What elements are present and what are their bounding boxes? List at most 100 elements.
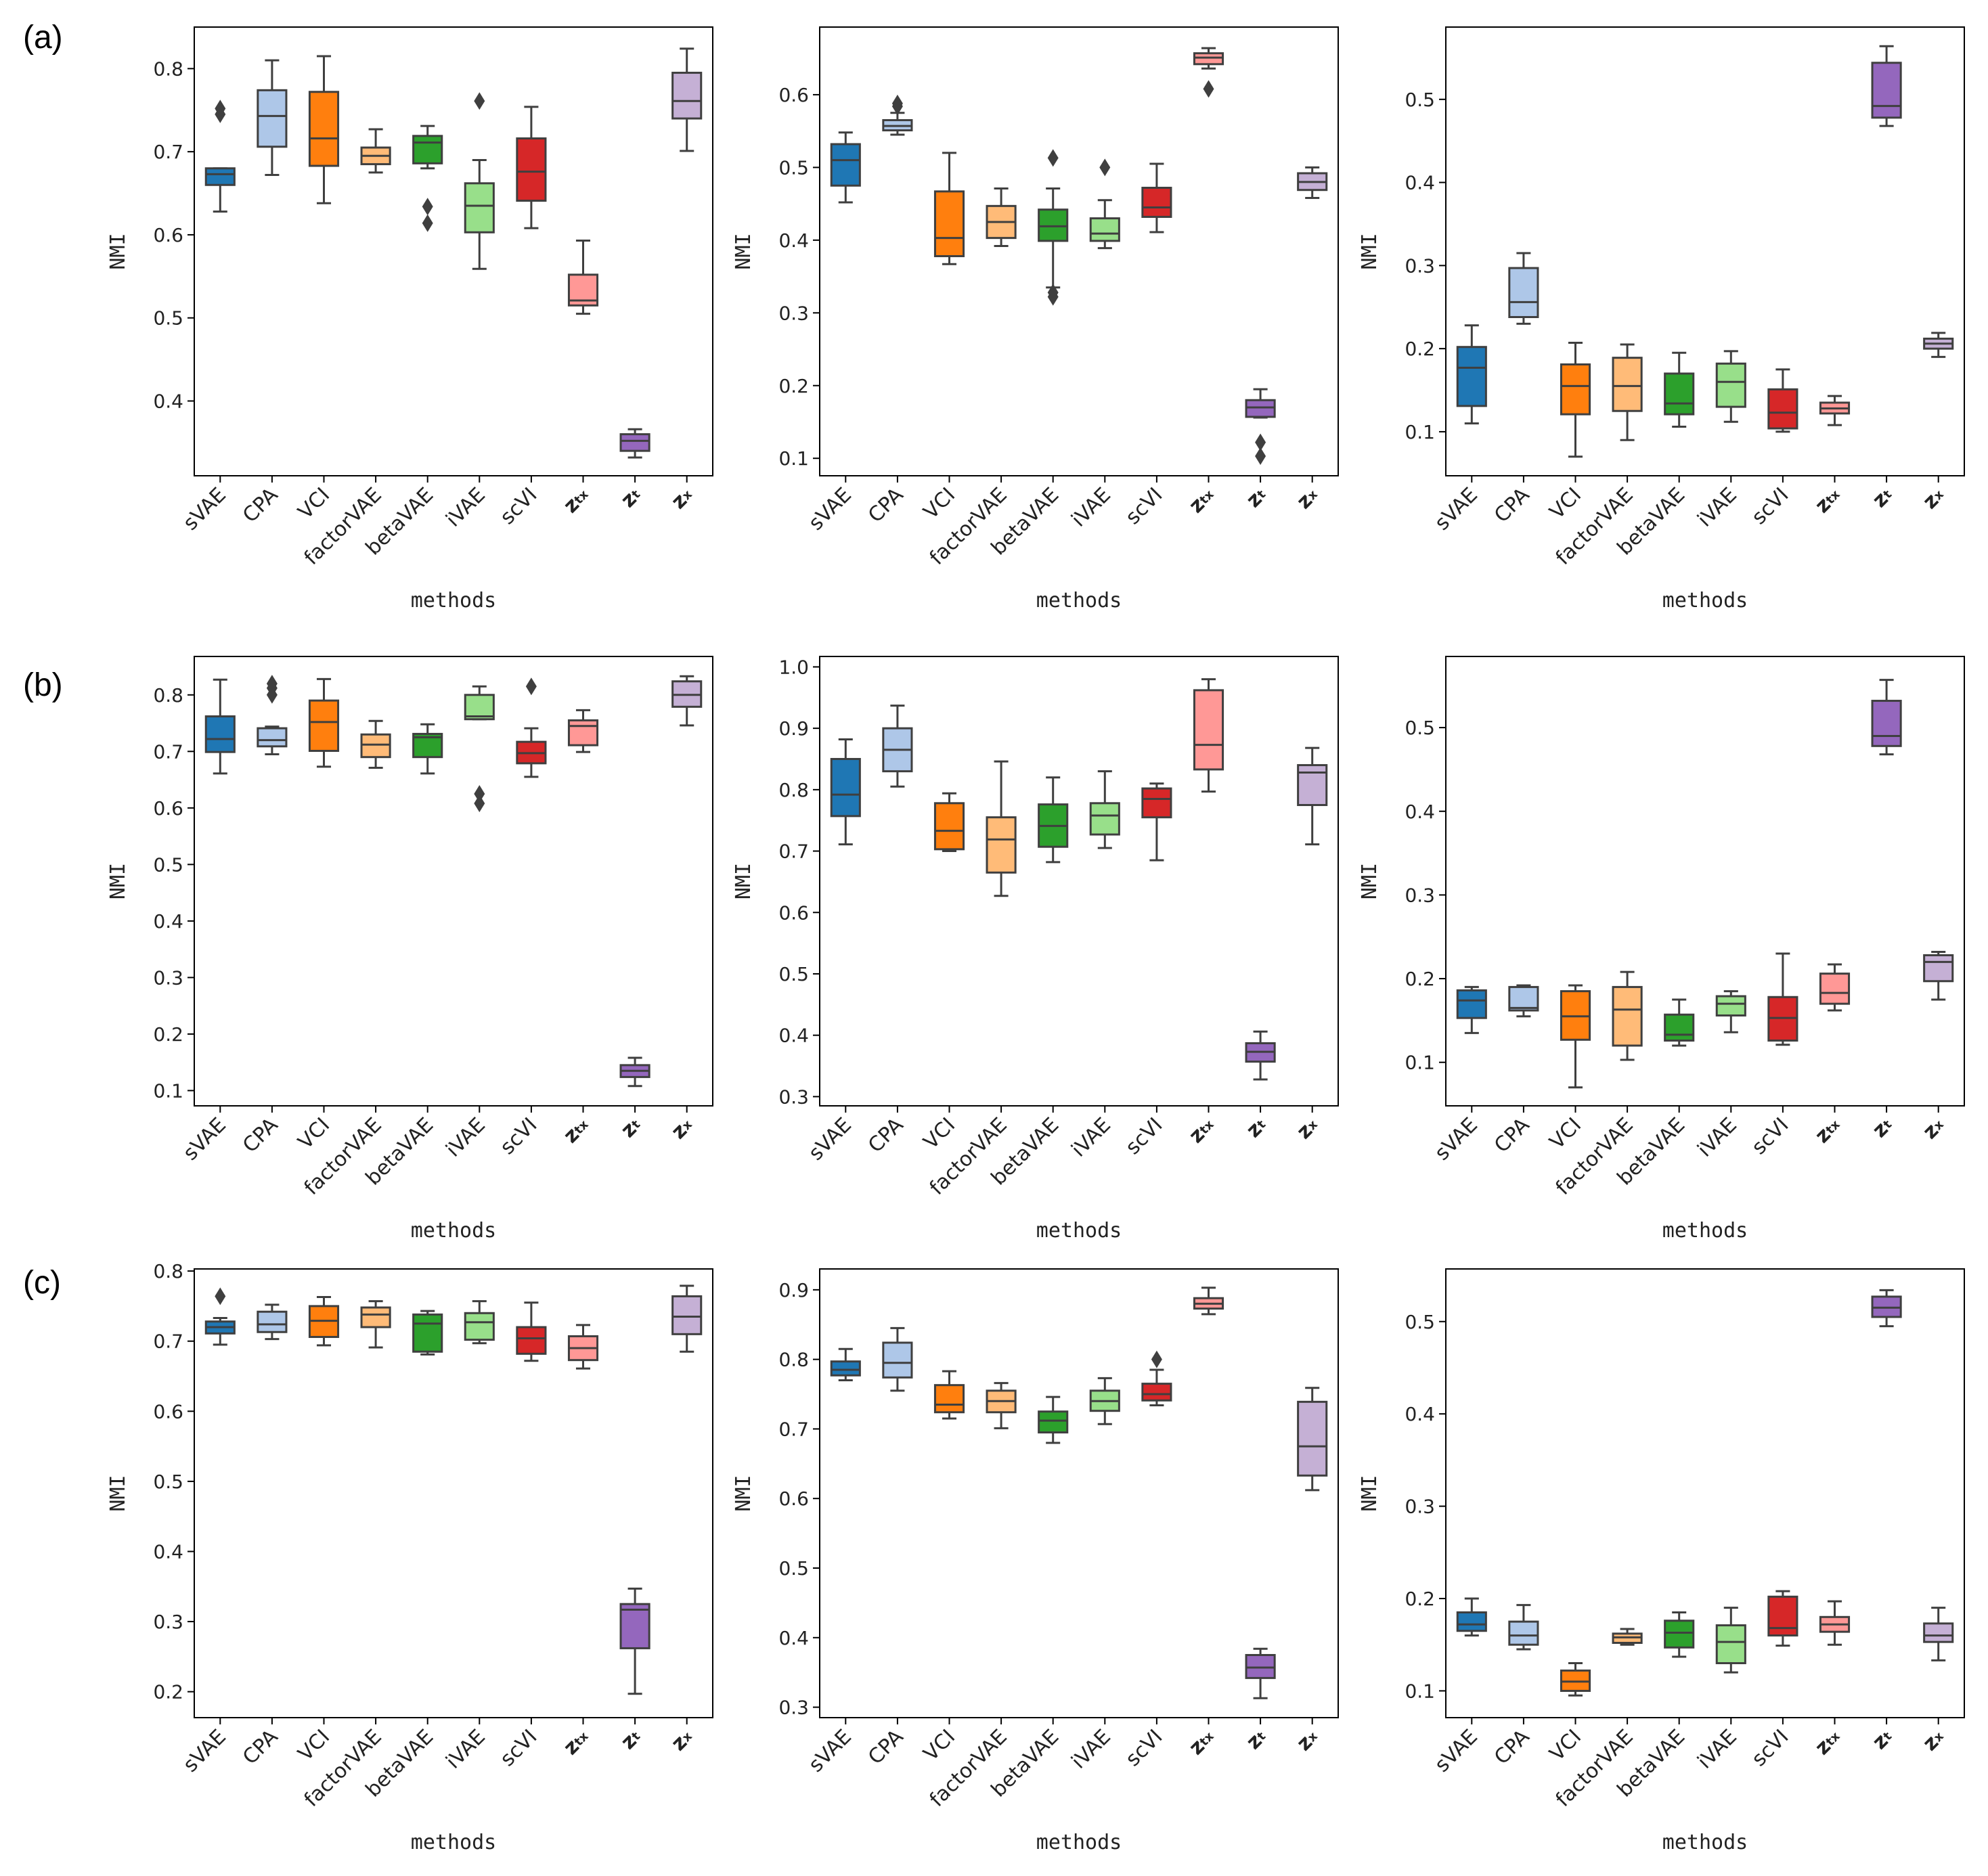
box-factorVAE [360,1300,391,1349]
y-tick-label: 0.1 [778,447,809,470]
x-tick-label-VCI: VCI [919,1113,960,1154]
x-tick-label-zt: zt [1242,483,1271,512]
box-ztx [1193,47,1224,98]
box-body [1456,346,1487,407]
box-zx [1297,746,1328,846]
box-body [1141,787,1172,819]
box-scVI [1767,1590,1798,1647]
x-tick-label-scVI: scVI [1121,483,1167,529]
box-body [1664,1620,1695,1649]
box-zx [1923,1607,1954,1661]
y-tick-label: 0.8 [153,58,183,80]
box-VCI [308,677,340,768]
box-betaVAE [1038,149,1069,306]
x-axis-title: methods [411,1831,496,1854]
x-tick-label-scVI: scVI [495,1113,542,1159]
box-zx [1923,332,1954,358]
box-body [412,135,443,164]
x-tick-label-iVAE: iVAE [441,1113,490,1162]
box-zt [1245,388,1276,465]
y-tick-label: 0.2 [1405,968,1435,990]
box-iVAE [1715,1607,1746,1674]
x-tick-label-ztx: ztx [1811,1113,1846,1148]
y-tick-label: 0.5 [1405,717,1435,739]
box-factorVAE [986,187,1017,247]
plot-frame [819,1268,1339,1718]
y-tick-label: 0.1 [1405,1052,1435,1074]
row-label-a: (a) [23,20,63,55]
box-zt [1871,1289,1902,1328]
box-body [1715,362,1746,408]
x-tick-label-zt: zt [1242,1113,1271,1142]
box-body [1767,388,1798,430]
x-tick-label-ztx: ztx [559,1725,594,1760]
box-scVI [1141,782,1172,862]
box-body [1141,1383,1172,1402]
outlier-point [1255,433,1266,451]
y-tick-label: 0.8 [778,1349,809,1371]
plot-frame [1445,26,1965,476]
plot-frame [1445,656,1965,1107]
box-betaVAE [1038,776,1069,864]
box-body [1456,989,1487,1019]
box-ztx [567,709,599,753]
box-zx [671,675,703,727]
x-tick-label-sVAE: sVAE [804,1725,856,1777]
box-body [1038,1410,1069,1434]
outlier-point [1151,1350,1162,1368]
box-body [1245,1653,1276,1679]
box-factorVAE [1612,1628,1643,1646]
box-body [1245,399,1276,418]
outlier-point [1099,158,1111,177]
y-tick-label: 0.3 [778,1086,809,1108]
x-tick-label-sVAE: sVAE [179,483,231,535]
box-scVI [1767,952,1798,1046]
y-tick-label: 0.6 [153,1400,183,1423]
outlier-point [525,677,537,696]
outlier-point [422,214,433,232]
x-tick-label-VCI: VCI [294,1725,334,1766]
plot-frame [819,656,1339,1107]
box-ztx [1819,395,1851,426]
box-iVAE [464,685,495,813]
x-tick-label-VCI: VCI [294,1113,334,1154]
box-body [257,1310,288,1333]
box-CPA [1508,252,1539,325]
x-tick-label-zx: zx [1292,1113,1323,1144]
y-tick-label: 0.1 [1405,421,1435,443]
box-ztx [567,240,599,315]
box-CPA [882,94,913,136]
box-CPA [1508,984,1539,1018]
box-body [204,167,236,186]
box-zx [671,47,703,152]
x-tick-label-zt: zt [1868,483,1897,512]
x-axis-title: methods [1662,589,1748,612]
x-tick-label-iVAE: iVAE [1693,1725,1742,1774]
x-tick-label-scVI: scVI [1747,483,1793,529]
box-ztx [1819,1600,1851,1646]
box-VCI [933,1370,965,1420]
x-axis-title: methods [411,589,496,612]
box-body [1297,764,1328,807]
box-body [516,1326,547,1355]
row-label-c: (c) [23,1265,61,1301]
y-tick-label: 0.7 [153,1331,183,1353]
box-body [830,757,861,818]
box-betaVAE [1664,1611,1695,1658]
box-VCI [933,792,965,853]
y-tick-label: 0.3 [1405,884,1435,906]
y-tick-label: 0.9 [778,717,809,740]
box-scVI [1141,1350,1172,1406]
x-tick-label-scVI: scVI [1121,1725,1167,1771]
x-tick-label-zt: zt [617,1113,646,1142]
box-body [308,91,340,167]
outlier-point [1255,447,1266,465]
y-tick-label: 0.3 [1405,1496,1435,1518]
y-tick-label: 0.3 [1405,254,1435,277]
y-tick-label: 0.6 [778,901,809,924]
plot-frame [1445,1268,1965,1718]
box-factorVAE [360,719,391,769]
box-betaVAE [1664,998,1695,1047]
